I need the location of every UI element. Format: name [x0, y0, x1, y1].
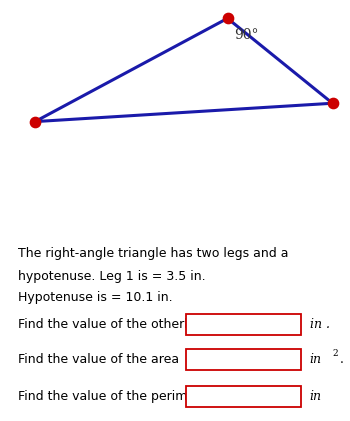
Text: in: in [310, 353, 322, 366]
Text: Find the value of the perimeter: Find the value of the perimeter [18, 389, 212, 402]
FancyBboxPatch shape [186, 349, 301, 370]
Text: hypotenuse. Leg 1 is = 3.5 in.: hypotenuse. Leg 1 is = 3.5 in. [18, 270, 205, 282]
FancyBboxPatch shape [186, 314, 301, 335]
Text: 2: 2 [332, 349, 338, 358]
FancyBboxPatch shape [186, 386, 301, 407]
Point [32, 118, 38, 125]
Text: The right-angle triangle has two legs and a: The right-angle triangle has two legs an… [18, 247, 288, 260]
Point [225, 15, 230, 22]
Text: Find the value of the area: Find the value of the area [18, 353, 178, 366]
Text: in: in [310, 389, 322, 402]
Text: 90°: 90° [234, 27, 259, 42]
Point [330, 100, 335, 107]
Text: Find the value of the otherleg: Find the value of the otherleg [18, 318, 203, 331]
Text: in .: in . [310, 318, 330, 331]
Text: Hypotenuse is = 10.1 in.: Hypotenuse is = 10.1 in. [18, 291, 172, 304]
Text: .: . [340, 353, 343, 366]
